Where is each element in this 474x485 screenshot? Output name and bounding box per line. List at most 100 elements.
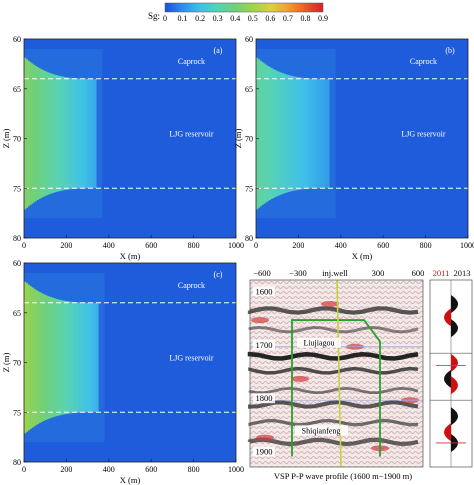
plume-cell [31,287,34,428]
year-2013-label: 2013 [454,268,471,278]
offset-tick-label: 600 [412,268,425,278]
trace-lobe [444,308,451,327]
offset-tick-label: 300 [372,268,385,278]
plume-cell [52,74,56,193]
depth-tick-label: 1800 [253,393,275,404]
x-tick-label: 1000 [228,465,244,474]
panel-label: (b) [445,46,455,55]
plume-cell [59,299,62,416]
offset-tick-label: −600 [253,268,271,278]
plume-cell [305,78,308,189]
x-tick-label: 400 [335,241,347,250]
x-tick-label: 0 [254,241,258,250]
depth-tick-label: 1900 [253,446,275,457]
x-axis-label: X (m) [120,475,141,485]
plume-cell [70,77,74,190]
plume-cell [92,78,95,189]
y-tick-label: 60 [13,259,21,268]
plume-cell [92,302,95,413]
plume-cell [65,77,68,190]
seismic-profile: Liujiagou Shiqianfeng 1600 1700 1800 1900 −600… [247,268,473,481]
plume-cell [323,78,326,189]
colorbar-tick-label: 0.7 [283,14,293,23]
plume-cell [263,63,266,204]
colorbar-tick-label: 0.8 [300,14,310,23]
plume-cell [309,78,312,189]
plume-cell [310,78,314,189]
seismic-anomaly [251,317,269,324]
svg-text:1600: 1600 [256,286,273,296]
plume-cell [53,298,56,417]
reservoir-label: LJG reservoir [401,130,446,139]
plume-cell [288,75,292,192]
year-2011-label: 2011 [433,268,450,278]
plume-cell [79,78,83,189]
seismic-anomaly [256,434,274,441]
plume-cell [325,78,328,189]
plume-cell [78,78,81,189]
y-tick-label: 60 [245,35,253,44]
plume-cell [319,78,323,189]
colorbar-tick-label: 0.9 [318,14,328,23]
plume-cell [76,78,79,189]
reservoir-label: LJG reservoir [169,130,214,139]
plume-cell [74,78,77,189]
plume-cell [81,78,84,189]
colorbar-tick-label: 0.4 [230,14,240,23]
plume-cell [29,62,32,205]
x-tick-label: 0 [22,465,26,474]
plume-cell [38,292,42,423]
plume-cell [321,78,325,189]
panel-label: (c) [214,270,223,279]
depth-tick-label: 1600 [253,286,275,297]
x-tick-label: 800 [188,241,200,250]
svg-text:1800: 1800 [256,393,273,403]
plume-cell [87,302,90,413]
y-axis-label: Z (m) [233,129,243,149]
seismic-anomaly [321,301,339,308]
colorbar-tick-label: 0.2 [195,14,205,23]
plume-cell [25,59,29,208]
x-tick-label: 200 [60,241,72,250]
plume-cell [94,78,97,189]
colorbar-tick-label: 0.3 [213,14,223,23]
seismic-reflector [248,400,419,409]
plume-cell [63,76,66,191]
y-axis-label: Z (m) [1,353,11,373]
colorbar-tick-label: 0 [163,14,167,23]
offset-tick-label: inj.well [322,268,348,278]
y-axis-label: Z (m) [1,129,11,149]
plume-cell [36,67,39,200]
heatmap-panel-b: Caprock LJG reservoir (b) 0 200 400 600 800 1000… [233,35,474,261]
plume-cell [72,301,75,414]
y-tick-label: 65 [13,309,21,318]
plume-cell [64,300,68,415]
injection-well-line [336,279,342,468]
plume-cell [56,75,59,192]
plume-cell [61,76,65,191]
plume-cell [81,302,84,413]
plume-cell [96,302,99,413]
plume-cell [70,301,73,414]
plume-cell [292,76,295,191]
shiqianfeng-label: Shiqianfeng [295,425,348,436]
plume-cell [256,57,259,210]
colorbar-ticks: 0 0.1 0.2 0.3 0.4 0.5 0.6 0.7 0.8 0.9 [163,14,328,23]
x-tick-label: 600 [145,241,157,250]
y-tick-label: 65 [13,85,21,94]
trace-lobe [451,376,458,395]
plume-cell [58,75,61,192]
plume-cell [27,284,30,431]
plume-cell [40,293,43,422]
plume-cell [298,77,301,190]
seismic-reflector [248,418,419,427]
heatmap-panel-a: Caprock LJG reservoir (a) 0 200 400 600 800 1000… [1,35,244,261]
x-tick-label: 800 [188,465,200,474]
plume-cell [46,295,49,420]
plume-cell [303,77,306,190]
depth-tick-label: 1700 [253,339,275,350]
svg-text:1900: 1900 [256,447,273,457]
plume-cell [327,78,330,189]
plume-cell [287,74,290,193]
seismic-reflector [248,387,419,395]
